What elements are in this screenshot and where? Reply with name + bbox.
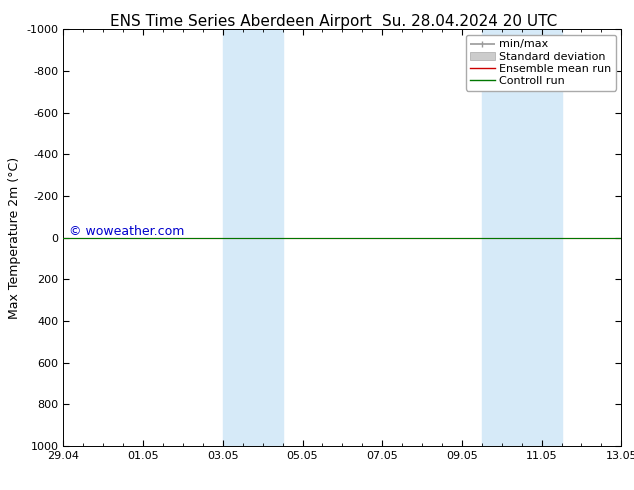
Text: Su. 28.04.2024 20 UTC: Su. 28.04.2024 20 UTC [382, 14, 557, 29]
Y-axis label: Max Temperature 2m (°C): Max Temperature 2m (°C) [8, 157, 21, 318]
Text: ENS Time Series Aberdeen Airport: ENS Time Series Aberdeen Airport [110, 14, 372, 29]
Bar [482, 29, 562, 446]
Legend: min/max, Standard deviation, Ensemble mean run, Controll run: min/max, Standard deviation, Ensemble me… [466, 35, 616, 91]
Text: © woweather.com: © woweather.com [69, 224, 184, 238]
Bar [223, 29, 283, 446]
